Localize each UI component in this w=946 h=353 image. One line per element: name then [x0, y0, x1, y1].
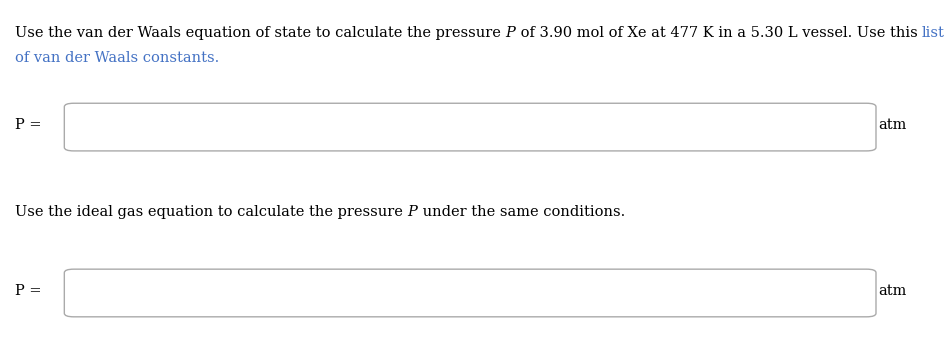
Text: Use the ideal gas equation to calculate the pressure: Use the ideal gas equation to calculate … — [15, 205, 408, 219]
Text: Use the van der Waals equation of state to calculate the pressure: Use the van der Waals equation of state … — [15, 26, 505, 41]
Text: of 3.90 mol of Xe at 477 K in a 5.30 L vessel. Use this: of 3.90 mol of Xe at 477 K in a 5.30 L v… — [516, 26, 922, 41]
FancyBboxPatch shape — [64, 103, 876, 151]
Text: P: P — [505, 26, 516, 41]
Text: under the same conditions.: under the same conditions. — [417, 205, 624, 219]
FancyBboxPatch shape — [64, 269, 876, 317]
Text: P: P — [408, 205, 417, 219]
Text: P =: P = — [15, 118, 42, 132]
Text: list: list — [922, 26, 945, 41]
Text: atm: atm — [878, 284, 906, 298]
Text: atm: atm — [878, 118, 906, 132]
Text: P =: P = — [15, 284, 42, 298]
Text: of van der Waals constants.: of van der Waals constants. — [15, 51, 219, 65]
